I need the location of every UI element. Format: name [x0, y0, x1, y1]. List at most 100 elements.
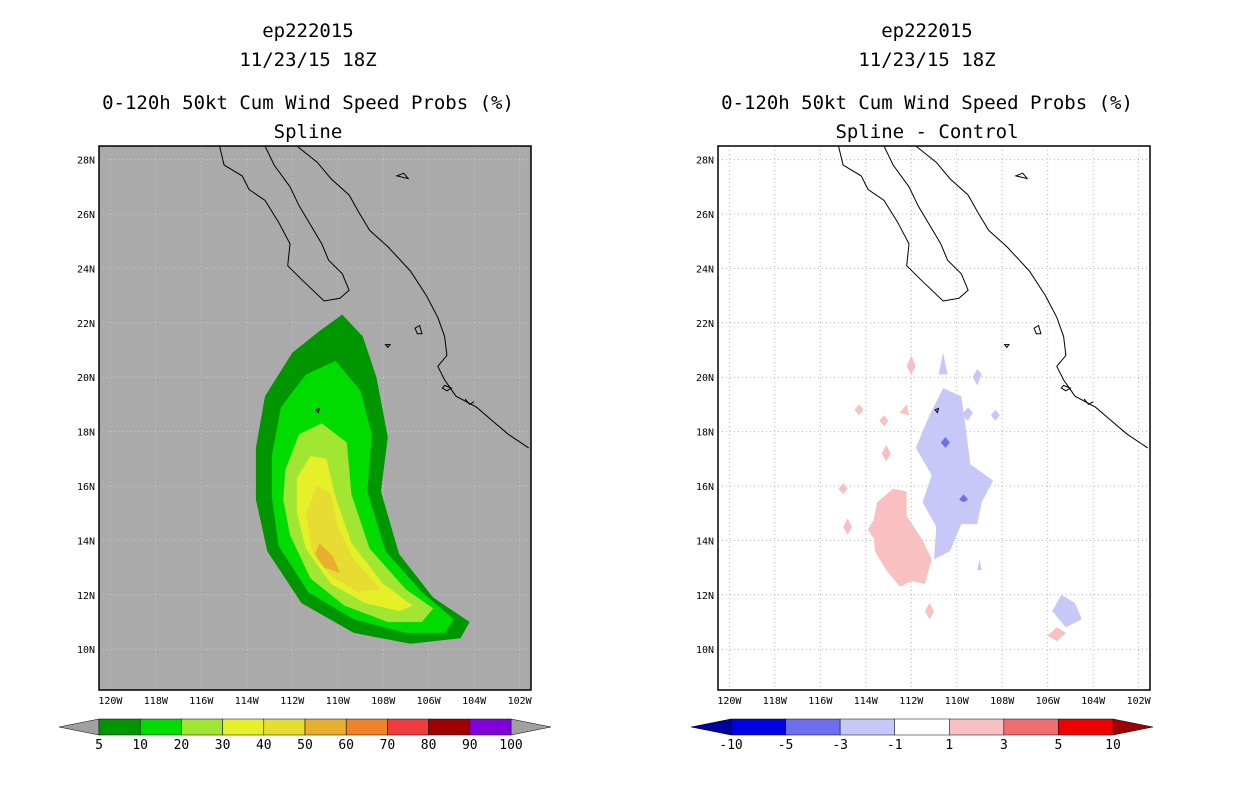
left-date: 11/23/15 18Z	[239, 49, 376, 71]
y-tick-label-14N: 14N	[696, 536, 714, 547]
y-tick-label-18N: 18N	[77, 428, 95, 439]
y-tick-label-26N: 26N	[77, 210, 95, 221]
x-tick-label-104W: 104W	[462, 696, 487, 707]
colorbar-label-50: 50	[297, 738, 313, 753]
contour-level-50-5	[315, 543, 340, 573]
y-tick-label-10N: 10N	[77, 645, 95, 656]
colorbar-label-90: 90	[462, 738, 478, 753]
colorbar-label-60: 60	[338, 738, 354, 753]
y-tick-label-20N: 20N	[77, 373, 95, 384]
y-tick-label-16N: 16N	[696, 482, 714, 493]
plot-frame	[717, 145, 1151, 691]
island-3	[384, 344, 392, 349]
x-tick-label-114W: 114W	[854, 696, 879, 707]
y-tick-label-10N: 10N	[696, 645, 714, 656]
x-tick-label-106W: 106W	[417, 696, 442, 707]
contour-level--3-3	[961, 407, 973, 421]
contour-level-1-11	[843, 518, 853, 535]
coastline-1	[915, 146, 1148, 449]
right-title: 0-120h 50kt Cum Wind Speed Probs (%)	[721, 92, 1133, 114]
colorbar-label-1: 1	[945, 738, 953, 753]
contour-level-1-10	[868, 521, 878, 538]
right-storm-id: ep222015	[881, 20, 973, 42]
contour-level-1-12	[838, 483, 848, 495]
coastline-0	[838, 146, 969, 302]
contour-level-1-14	[899, 404, 909, 416]
contour-level--3-0	[915, 388, 994, 560]
y-tick-label-26N: 26N	[696, 210, 714, 221]
x-tick-label-120W: 120W	[98, 696, 123, 707]
contour-level--5-8	[959, 494, 969, 503]
contour-level-1-17	[924, 603, 934, 620]
colorbar-under-triangle	[690, 718, 732, 736]
right-colorbar: -10 -5 -3 -1 1 3 5 10	[690, 718, 1154, 753]
y-tick-label-24N: 24N	[696, 264, 714, 275]
left-chart: ep222015 11/23/15 18Z 0-120h 50kt Cum Wi…	[58, 20, 552, 753]
contour-level--5-7	[940, 437, 950, 448]
y-tick-label-28N: 28N	[77, 156, 95, 167]
colorbar-box-1	[139, 718, 182, 736]
island-2	[441, 384, 453, 392]
y-tick-label-24N: 24N	[77, 264, 95, 275]
colorbar-box-2	[181, 718, 223, 736]
contour-level-1-18	[854, 404, 864, 416]
colorbar-label-5: 5	[1055, 738, 1063, 753]
colorbar-box-9	[469, 718, 512, 736]
contour-level--3-2	[972, 369, 982, 386]
x-tick-label-114W: 114W	[235, 696, 260, 707]
x-tick-label-108W: 108W	[990, 696, 1015, 707]
colorbar-box-4	[263, 718, 306, 736]
y-tick-label-28N: 28N	[696, 156, 714, 167]
colorbar-label-100: 100	[499, 738, 522, 753]
left-plot-area: 120W 118W 116W 114W 112W 110W 108W 106W 104W 102W…	[77, 145, 533, 707]
colorbar-label--1: -1	[887, 738, 903, 753]
x-tick-label-110W: 110W	[945, 696, 970, 707]
colorbar-box-3	[894, 718, 950, 736]
x-tick-label-112W: 112W	[899, 696, 924, 707]
colorbar-under-triangle	[58, 718, 100, 736]
y-tick-label-22N: 22N	[696, 319, 714, 330]
y-tick-label-22N: 22N	[77, 319, 95, 330]
colorbar-box-6	[345, 718, 388, 736]
left-storm-id: ep222015	[262, 20, 354, 42]
colorbar-box-6	[1058, 718, 1114, 736]
x-tick-label-118W: 118W	[763, 696, 788, 707]
y-tick-label-20N: 20N	[696, 373, 714, 384]
x-tick-label-108W: 108W	[371, 696, 396, 707]
left-colorbar: 5 10 20 30 40 50 60 70 80 90 100	[58, 718, 552, 753]
x-tick-label-110W: 110W	[326, 696, 351, 707]
x-tick-label-106W: 106W	[1036, 696, 1061, 707]
colorbar-box-1	[785, 718, 841, 736]
colorbar-label--3: -3	[832, 738, 848, 753]
coastline-1	[296, 146, 529, 449]
contour-level--3-1	[938, 352, 948, 375]
x-tick-label-112W: 112W	[280, 696, 305, 707]
island-4	[395, 172, 410, 180]
colorbar-box-3	[222, 718, 265, 736]
y-tick-label-12N: 12N	[696, 591, 714, 602]
x-tick-label-116W: 116W	[808, 696, 833, 707]
x-tick-label-118W: 118W	[144, 696, 169, 707]
x-tick-label-102W: 102W	[1127, 696, 1152, 707]
contour-level--3-5	[1052, 594, 1082, 628]
right-plot-area: 120W 118W 116W 114W 112W 110W 108W 106W 104W 102W…	[696, 145, 1152, 707]
x-tick-label-104W: 104W	[1081, 696, 1106, 707]
y-tick-label-16N: 16N	[77, 482, 95, 493]
left-title: 0-120h 50kt Cum Wind Speed Probs (%)	[102, 92, 514, 114]
colorbar-box-0	[98, 718, 141, 736]
x-tick-label-120W: 120W	[717, 696, 742, 707]
contour-level-1-15	[881, 445, 891, 462]
contour-level-1-9	[872, 488, 932, 587]
left-subtitle: Spline	[274, 121, 343, 143]
colorbar-box-5	[1003, 718, 1059, 736]
colorbar-label-10: 10	[132, 738, 148, 753]
plot-contents	[99, 146, 531, 690]
right-date: 11/23/15 18Z	[858, 49, 995, 71]
colorbar-box-2	[839, 718, 895, 736]
island-2	[1060, 384, 1072, 392]
colorbar-box-8	[428, 718, 471, 736]
plot-frame	[98, 145, 532, 691]
colorbar-over-triangle	[1112, 718, 1154, 736]
plot-contents	[718, 146, 1150, 690]
